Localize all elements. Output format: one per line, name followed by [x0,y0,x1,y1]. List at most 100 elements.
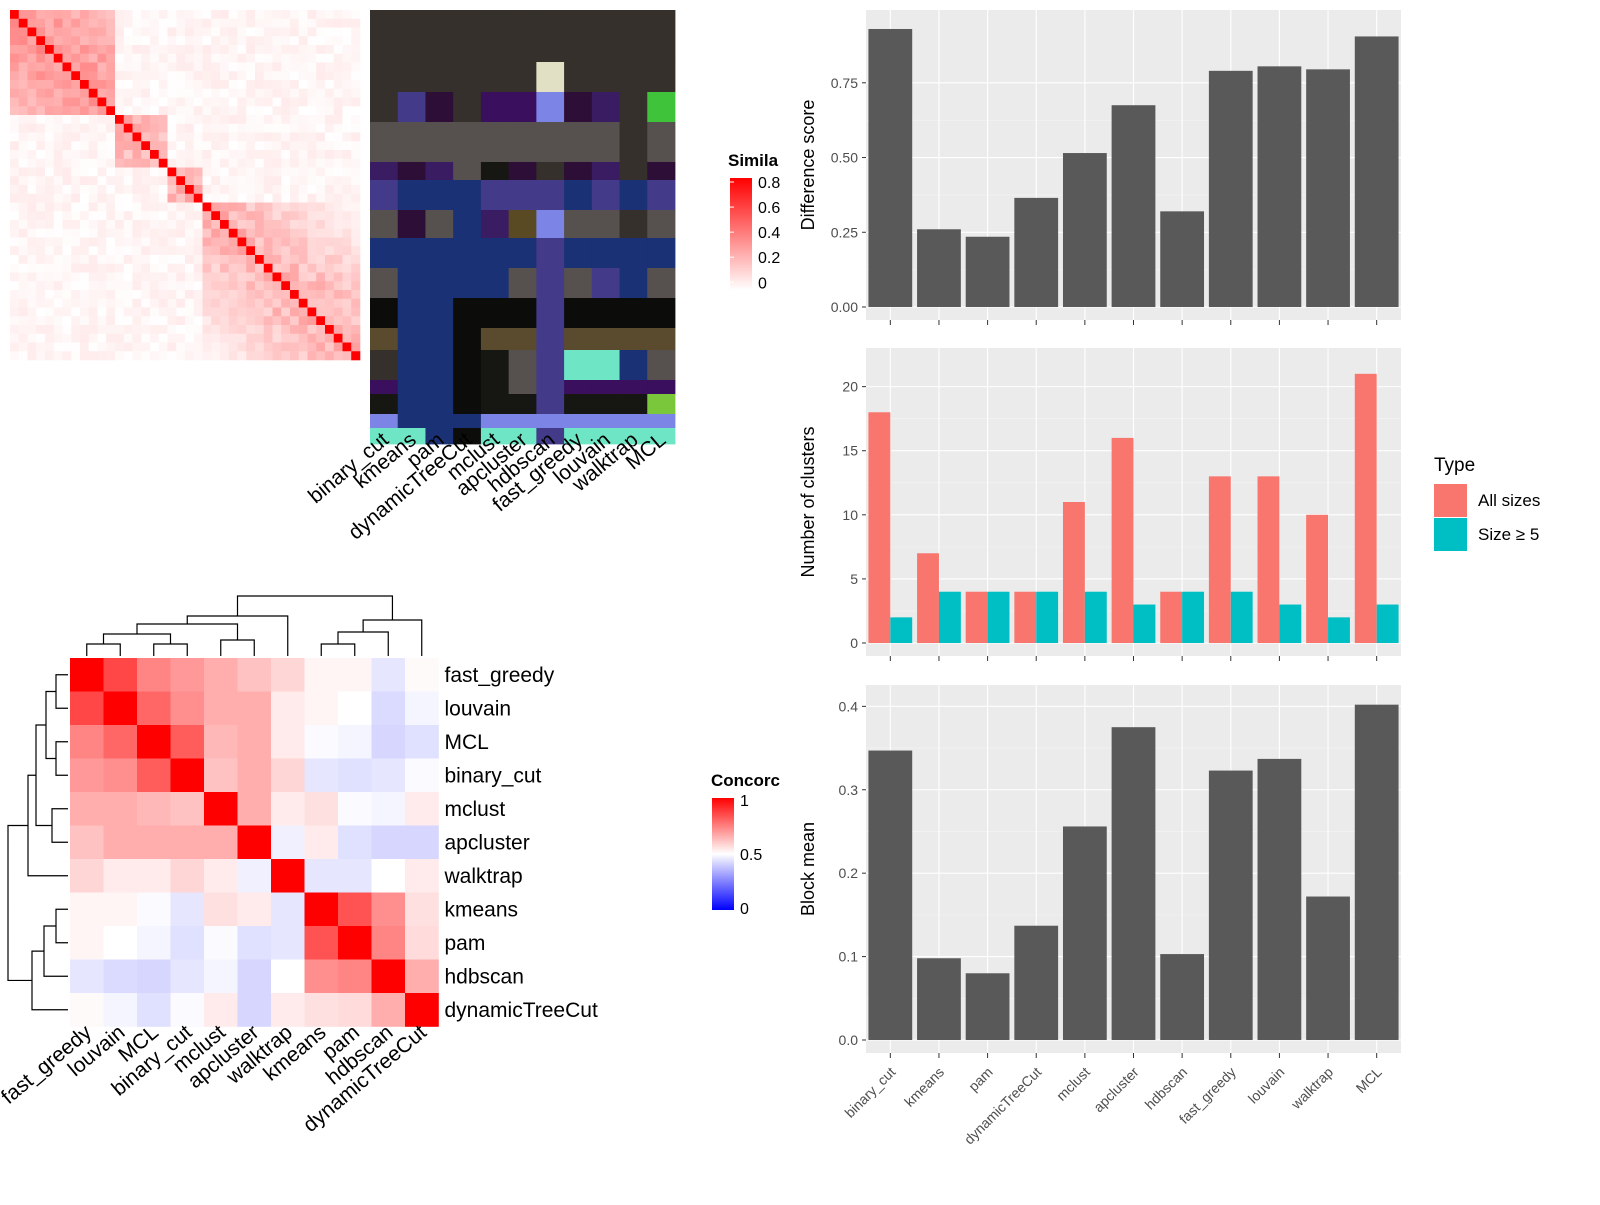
similarity-cell [351,202,361,212]
concordance-cell [271,792,305,826]
concordance-cell [371,691,406,726]
similarity-cell [351,263,361,273]
bar-all-sizes [1160,591,1183,643]
similarity-cell [106,220,116,230]
similarity-cell [185,272,195,282]
similarity-cell [18,272,28,282]
similarity-cell [342,88,352,98]
similarity-cell [88,88,98,98]
similarity-cell [202,176,212,186]
similarity-cell [45,10,55,20]
similarity-cell [246,185,256,195]
similarity-cell [220,185,230,195]
similarity-cell [342,307,352,317]
similarity-cell [150,132,160,142]
concordance-cell [103,758,138,793]
similarity-cell [325,307,335,317]
similarity-cell [307,141,317,151]
similarity-cell [290,228,300,238]
similarity-cell [106,10,116,20]
y-tick-label: 5 [850,571,858,587]
similarity-cell [246,342,256,352]
assignment-cell [480,10,510,63]
similarity-cell [325,132,335,142]
assignment-cell [536,238,565,269]
similarity-cell [272,132,282,142]
concordance-cell [338,691,372,726]
similarity-cell [220,106,230,116]
similarity-cell [36,45,46,55]
similarity-cell [211,351,221,361]
similarity-cell [80,290,90,300]
similarity-cell [220,123,230,133]
y-tick-label: 0.1 [839,949,859,965]
similarity-cell [27,176,37,186]
similarity-cell [88,316,98,326]
similarity-cell [351,351,361,361]
similarity-cell [351,237,361,247]
concordance-cell [70,959,104,994]
similarity-cell [211,228,221,238]
similarity-cell [167,62,177,72]
assignment-cell [564,414,593,429]
similarity-cell [193,18,203,28]
similarity-cell [176,62,186,72]
similarity-cell [298,316,308,326]
similarity-cell [80,123,90,133]
similarity-cell [88,167,98,177]
bar-all-sizes [1062,502,1085,643]
similarity-cell [272,62,282,72]
concordance-cell [271,859,305,893]
concordance-cell [70,691,104,726]
legend-title: Type [1434,455,1475,476]
similarity-cell [132,325,142,335]
similarity-cell [80,193,90,203]
similarity-cell [18,123,28,133]
assignment-cell [425,350,454,381]
similarity-cell [10,176,20,186]
similarity-cell [325,176,335,186]
assignment-cell [508,394,537,415]
similarity-cell [36,220,46,230]
concordance-cell [237,691,272,726]
similarity-cell [263,281,273,291]
similarity-cell [228,255,238,265]
assignment-cell [564,428,593,445]
similarity-cell [71,298,81,308]
concordance-cell [304,658,339,692]
similarity-cell [263,123,273,133]
similarity-cell [316,316,326,326]
similarity-cell [71,10,81,20]
concordance-cell [237,725,272,759]
similarity-cell [176,150,186,160]
similarity-cell [167,237,177,247]
similarity-cell [45,316,55,326]
similarity-cell [106,158,116,168]
similarity-cell [333,298,343,308]
similarity-cell [290,62,300,72]
similarity-cell [80,316,90,326]
similarity-cell [211,123,221,133]
similarity-cell [176,211,186,221]
similarity-cell [237,141,247,151]
similarity-cell [141,307,151,317]
bar-size-ge-5 [1133,604,1156,643]
similarity-cell [36,272,46,282]
similarity-cell [316,281,326,291]
x-tick-label: kmeans [901,1064,947,1110]
similarity-cell [88,281,98,291]
similarity-cell [255,123,265,133]
similarity-cell [185,237,195,247]
similarity-cell [36,132,46,142]
similarity-cell [281,193,291,203]
similarity-cell [298,325,308,335]
similarity-cell [281,211,291,221]
similarity-cell [97,298,107,308]
concordance-cell [338,993,372,1027]
similarity-cell [150,176,160,186]
similarity-cell [45,167,55,177]
similarity-cell [97,228,107,238]
similarity-cell [298,71,308,81]
similarity-cell [263,255,273,265]
concordance-cell [70,926,104,960]
